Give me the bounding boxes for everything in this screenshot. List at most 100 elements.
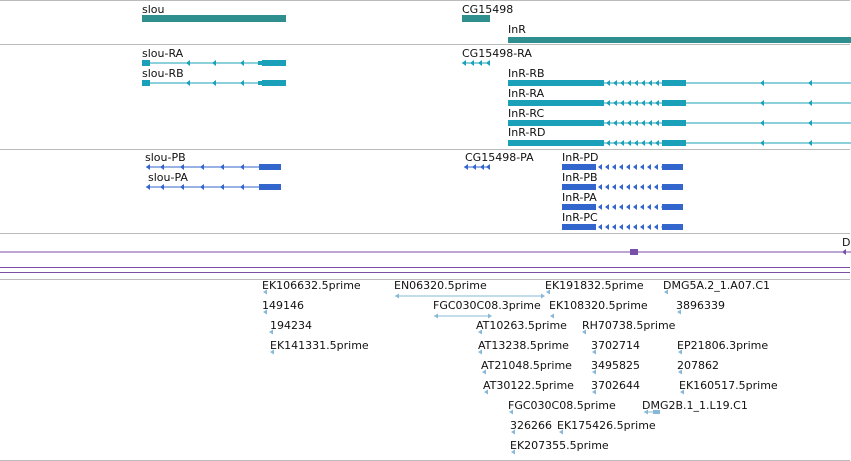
pp-slou-pb-label[interactable]: slou-PB [145, 151, 186, 164]
est-label[interactable]: DMG2B.1_1.L19.C1 [642, 399, 748, 412]
transcript-exon[interactable] [508, 80, 604, 86]
est-label[interactable]: EK141331.5prime [270, 339, 369, 352]
est-label[interactable]: AT13238.5prime [478, 339, 569, 352]
est-label[interactable]: EK175426.5prime [557, 419, 656, 432]
protein-exon[interactable] [259, 184, 281, 190]
strand-arrow [619, 204, 623, 210]
strand-arrow [640, 224, 644, 230]
est-label[interactable]: EP21806.3prime [677, 339, 769, 352]
gene-slou-glyph[interactable] [142, 15, 286, 22]
est-label[interactable]: 194234 [270, 319, 312, 332]
transcript-exon[interactable] [262, 60, 286, 66]
feature-block[interactable] [630, 249, 638, 255]
est-label[interactable]: EK160517.5prime [679, 379, 778, 392]
protein-exon[interactable] [562, 184, 596, 190]
gene-cg15498-glyph[interactable] [462, 15, 490, 22]
transcript-exon[interactable] [662, 100, 686, 106]
transcript-exon[interactable] [662, 80, 686, 86]
tx-inr-ra-label[interactable]: InR-RA [508, 87, 545, 100]
est-label[interactable]: EK108320.5prime [549, 299, 648, 312]
est-label[interactable]: RH70738.5prime [582, 319, 676, 332]
tx-inr-rd-label[interactable]: InR-RD [508, 126, 546, 139]
strand-arrow [612, 184, 616, 190]
est-label[interactable]: 3702644 [591, 379, 640, 392]
est-label[interactable]: FGC030C08.5prime [508, 399, 616, 412]
pp-inr-pd-label[interactable]: InR-PD [562, 151, 599, 164]
protein-exon[interactable] [662, 184, 683, 190]
est-label[interactable]: 3702714 [591, 339, 640, 352]
transcript-exon[interactable] [662, 120, 686, 126]
pp-cg15498-pa-label[interactable]: CG15498-PA [465, 151, 534, 164]
est-label[interactable]: 207862 [677, 359, 719, 372]
transcript-exon[interactable] [262, 80, 286, 86]
gene-inr-label[interactable]: InR [508, 23, 526, 36]
est-label[interactable]: DMG5A.2_1.A07.C1 [663, 279, 771, 292]
strand-arrow [633, 224, 637, 230]
gene-slou-label[interactable]: slou [142, 3, 165, 16]
tx-inr-rb-label[interactable]: InR-RB [508, 67, 545, 80]
pp-slou-pa-label[interactable]: slou-PA [148, 171, 188, 184]
pp-inr-pb-label[interactable]: InR-PB [562, 171, 598, 184]
strand-arrow [612, 164, 616, 170]
est-label[interactable]: EK191832.5prime [545, 279, 644, 292]
est-label[interactable]: 326266 [510, 419, 552, 432]
protein-exon[interactable] [562, 204, 596, 210]
protein-exon[interactable] [662, 164, 683, 170]
tx-inr-rc-label[interactable]: InR-RC [508, 107, 545, 120]
pp-inr-pa-label[interactable]: InR-PA [562, 191, 597, 204]
strand-arrow [627, 80, 631, 86]
est-label[interactable]: AT30122.5prime [483, 379, 574, 392]
strand-arrow [606, 100, 610, 106]
est-label[interactable]: AT10263.5prime [476, 319, 567, 332]
pp-inr-pc-label[interactable]: InR-PC [562, 211, 598, 224]
est-glyph [263, 289, 267, 295]
strand-arrow [808, 80, 812, 86]
strand-arrow [808, 100, 812, 106]
strand-arrow [627, 120, 631, 126]
tx-cg15498-ra-label[interactable]: CG15498-RA [462, 47, 532, 60]
strand-arrow [613, 100, 617, 106]
est-label[interactable]: 3495825 [591, 359, 640, 372]
est-glyph [592, 389, 596, 395]
strand-arrow [620, 140, 624, 146]
protein-exon[interactable] [562, 224, 596, 230]
protein-exon[interactable] [662, 204, 683, 210]
est-glyph [482, 369, 486, 375]
est-glyph [678, 349, 682, 355]
other-d-label[interactable]: D [842, 236, 851, 249]
strand-arrow [470, 60, 474, 66]
strand-arrow [160, 184, 164, 190]
est-glyph [677, 309, 681, 315]
est-glyph [582, 329, 586, 335]
strand-arrow [200, 184, 204, 190]
est-label[interactable]: EK106632.5prime [262, 279, 361, 292]
est-glyph [541, 293, 545, 299]
transcript-exon[interactable] [258, 61, 264, 65]
transcript-exon[interactable] [258, 81, 264, 85]
est-label[interactable]: EK207355.5prime [510, 439, 609, 452]
transcript-exon[interactable] [662, 140, 686, 146]
gene-inr-glyph[interactable] [508, 37, 851, 43]
est-label[interactable]: 149146 [262, 299, 304, 312]
strand-arrow [598, 184, 602, 190]
strand-arrow [640, 184, 644, 190]
transcript-exon[interactable] [508, 120, 604, 126]
strand-arrow [641, 100, 645, 106]
transcript-exon[interactable] [508, 100, 604, 106]
protein-exon[interactable] [562, 164, 596, 170]
est-label[interactable]: AT21048.5prime [481, 359, 572, 372]
est-glyph [678, 369, 682, 375]
tx-slou-ra-label[interactable]: slou-RA [142, 47, 184, 60]
est-block[interactable] [653, 410, 660, 414]
strand-arrow [808, 120, 812, 126]
tx-slou-rb-label[interactable]: slou-RB [142, 67, 184, 80]
gene-cg15498-label[interactable]: CG15498 [462, 3, 514, 16]
protein-exon[interactable] [259, 164, 281, 170]
strand-arrow [462, 60, 466, 66]
transcript-exon[interactable] [508, 140, 604, 146]
protein-exon[interactable] [662, 224, 683, 230]
est-label[interactable]: 3896339 [676, 299, 725, 312]
strand-arrow [598, 204, 602, 210]
est-label[interactable]: FGC030C08.3prime [433, 299, 541, 312]
est-label[interactable]: EN06320.5prime [394, 279, 487, 292]
